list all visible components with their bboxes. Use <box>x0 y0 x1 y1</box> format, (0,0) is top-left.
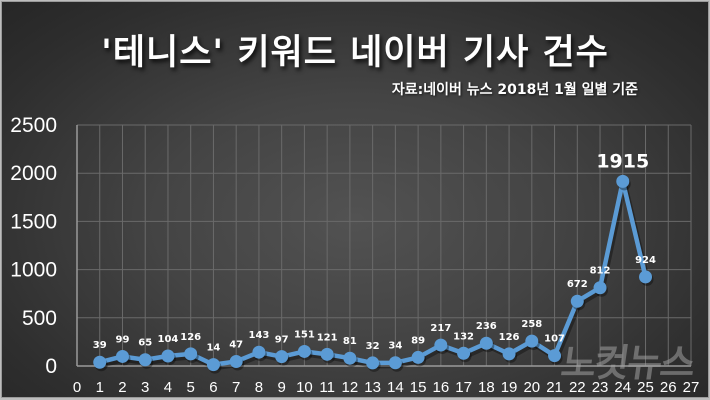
data-point-marker <box>479 336 493 350</box>
y-axis-ticks: 0 500 1000 1500 2000 2500 <box>10 114 57 378</box>
data-label: 89 <box>411 335 425 346</box>
data-label: 99 <box>116 334 130 345</box>
x-axis-ticks: 0 1 2 3 4 5 6 7 8 9 10 11 12 13 14 15 16 17 18 19 20 21 22 23 24… <box>73 379 700 396</box>
x-tick-label: 18 <box>478 379 495 396</box>
data-point-marker <box>297 344 311 358</box>
x-tick-label: 7 <box>232 379 240 396</box>
data-point-marker <box>570 294 584 308</box>
data-label: 812 <box>590 266 611 277</box>
data-label: 258 <box>521 319 542 330</box>
data-point-marker <box>411 350 425 364</box>
data-point-marker <box>138 353 152 367</box>
data-label: 97 <box>275 335 289 346</box>
data-point-marker <box>616 174 630 188</box>
data-label: 1915 <box>596 150 649 172</box>
data-label: 126 <box>499 332 520 343</box>
x-tick-label: 8 <box>255 379 263 396</box>
data-label: 126 <box>180 332 201 343</box>
data-point-marker <box>457 346 471 360</box>
data-point-marker <box>525 334 539 348</box>
data-label: 143 <box>248 330 269 341</box>
x-tick-label: 14 <box>387 379 404 396</box>
data-point-marker <box>275 350 289 364</box>
data-label: 217 <box>430 323 451 334</box>
x-tick-label: 1 <box>96 379 104 396</box>
x-tick-label: 5 <box>187 379 195 396</box>
data-point-marker <box>115 349 129 363</box>
data-label: 236 <box>476 321 497 332</box>
x-tick-label: 11 <box>319 379 335 396</box>
data-label: 924 <box>635 255 656 266</box>
x-tick-label: 25 <box>637 379 654 396</box>
data-point-marker <box>593 281 607 295</box>
x-tick-label: 2 <box>118 379 126 396</box>
data-point-marker <box>229 354 243 368</box>
data-label: 81 <box>343 336 357 347</box>
x-tick-label: 26 <box>660 379 677 396</box>
data-label: 39 <box>93 340 107 351</box>
x-tick-label: 24 <box>614 379 631 396</box>
data-label: 121 <box>317 332 338 343</box>
grid-lines <box>76 124 692 367</box>
data-point-marker <box>206 358 220 372</box>
x-tick-label: 6 <box>209 379 217 396</box>
data-point-marker <box>388 356 402 370</box>
data-point-marker <box>161 349 175 363</box>
x-tick-label: 20 <box>523 379 540 396</box>
y-tick-label: 2500 <box>10 114 57 137</box>
data-label: 104 <box>158 334 179 345</box>
x-tick-label: 16 <box>433 379 450 396</box>
y-tick-label: 2000 <box>10 162 57 185</box>
data-point-marker <box>366 356 380 370</box>
y-tick-label: 0 <box>45 355 57 378</box>
data-point-marker <box>548 349 562 363</box>
data-label: 65 <box>138 338 152 349</box>
x-tick-label: 9 <box>277 379 285 396</box>
x-tick-label: 0 <box>73 379 81 396</box>
data-label: 47 <box>229 339 243 350</box>
data-point-marker <box>343 351 357 365</box>
watermark-logo: 노컷뉴스 <box>558 341 697 385</box>
data-label: 107 <box>544 334 565 345</box>
data-point-marker <box>502 347 516 361</box>
data-label: 132 <box>453 331 474 342</box>
x-tick-label: 13 <box>364 379 381 396</box>
data-label: 151 <box>294 329 315 340</box>
data-label: 672 <box>567 279 588 290</box>
data-point-marker <box>252 345 266 359</box>
data-point-marker <box>320 347 334 361</box>
chart-subtitle: 자료:네이버 뉴스 2018년 1월 일별 기준 <box>391 82 638 98</box>
x-tick-label: 23 <box>592 379 609 396</box>
x-tick-label: 21 <box>546 379 563 396</box>
x-tick-label: 3 <box>141 379 149 396</box>
data-label: 14 <box>206 343 220 354</box>
data-series <box>93 174 654 374</box>
data-label: 32 <box>366 341 380 352</box>
y-tick-label: 500 <box>22 307 57 330</box>
chart-title: '테니스' 키워드 네이버 기사 건수 <box>101 33 609 73</box>
x-tick-label: 12 <box>342 379 359 396</box>
y-tick-label: 1000 <box>10 259 57 282</box>
x-tick-label: 10 <box>296 379 313 396</box>
y-tick-label: 1500 <box>10 210 57 233</box>
data-point-marker <box>639 270 653 284</box>
x-tick-label: 27 <box>683 379 700 396</box>
x-tick-label: 4 <box>164 379 172 396</box>
x-tick-label: 15 <box>410 379 427 396</box>
data-point-marker <box>93 355 107 369</box>
x-tick-label: 17 <box>455 379 472 396</box>
data-label: 34 <box>388 341 402 352</box>
data-point-marker <box>434 338 448 352</box>
x-tick-label: 19 <box>501 379 518 396</box>
data-point-marker <box>184 347 198 361</box>
x-tick-label: 22 <box>569 379 586 396</box>
